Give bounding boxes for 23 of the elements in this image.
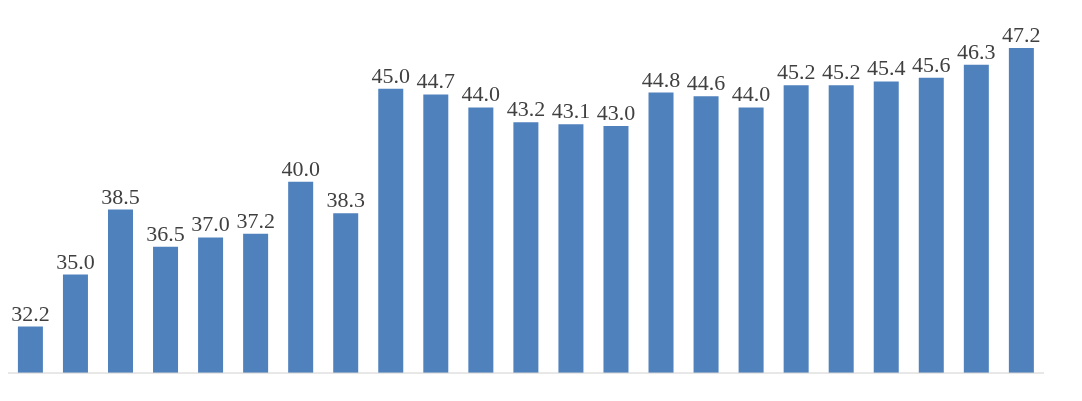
data-label: 45.4 bbox=[866, 55, 906, 81]
data-label: 35.0 bbox=[56, 248, 95, 274]
data-label: 45.2 bbox=[776, 59, 816, 85]
data-label: 46.3 bbox=[957, 38, 996, 64]
data-label: 38.5 bbox=[101, 183, 140, 209]
data-label: 40.0 bbox=[281, 155, 320, 181]
data-label: 37.2 bbox=[236, 207, 275, 233]
data-label: 43.1 bbox=[551, 98, 591, 124]
data-label: 44.0 bbox=[731, 81, 771, 107]
data-label: 45.6 bbox=[912, 51, 951, 77]
data-label: 37.0 bbox=[191, 211, 230, 237]
data-label: 45.2 bbox=[821, 59, 861, 85]
data-label: 45.0 bbox=[371, 62, 411, 88]
data-label: 32.2 bbox=[11, 300, 50, 326]
data-label: 43.0 bbox=[596, 100, 636, 125]
data-label: 44.6 bbox=[686, 70, 726, 96]
data-label: 43.2 bbox=[506, 96, 546, 122]
data-label: 44.7 bbox=[416, 68, 456, 94]
data-label: 36.5 bbox=[146, 220, 185, 246]
data-label: 44.0 bbox=[461, 81, 501, 107]
data-label: 44.8 bbox=[641, 66, 681, 92]
data-label: 47.2 bbox=[1002, 22, 1041, 47]
data-label: 38.3 bbox=[326, 187, 365, 213]
